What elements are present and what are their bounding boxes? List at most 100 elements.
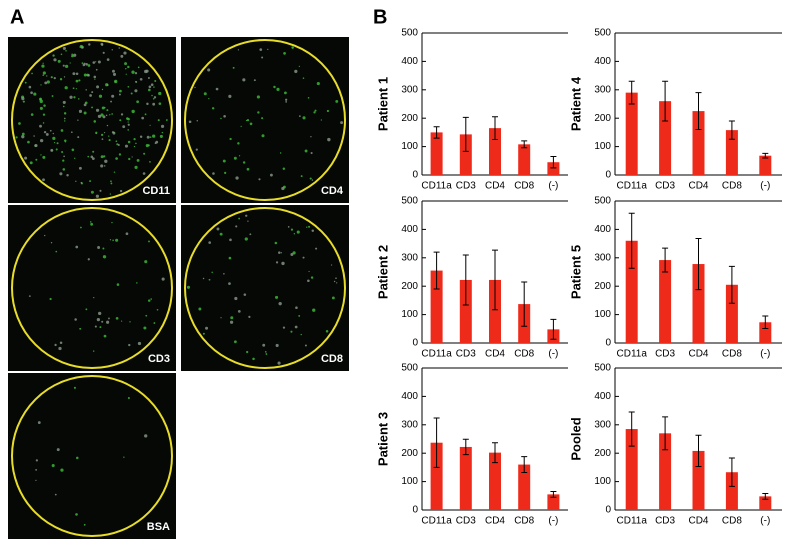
fluorescent-spot (335, 99, 339, 103)
y-tick-label: 200 (594, 448, 611, 459)
fluorescent-spot (257, 111, 260, 114)
fluorescent-spot (87, 155, 90, 158)
y-tick-label: 0 (412, 505, 418, 516)
fluorescent-spot (74, 318, 77, 321)
fluorescent-spot (160, 124, 165, 128)
fluorescent-spot (144, 69, 148, 74)
x-tick-label: CD8 (722, 349, 742, 360)
y-axis-label: Patient 1 (375, 77, 390, 131)
fluorescent-spot (35, 158, 38, 161)
fluorescent-spot (208, 278, 211, 281)
fluorescent-spot (103, 334, 107, 338)
fluorescent-spot (114, 79, 118, 84)
fluorescent-spot (93, 75, 97, 79)
x-tick-label: (-) (548, 349, 558, 360)
fluorescent-spot (109, 239, 112, 241)
error-bar (550, 491, 557, 498)
fluorescent-spot (202, 277, 205, 280)
fluorescent-spot (246, 167, 250, 171)
fluorescent-spot (148, 85, 152, 89)
fluorescent-spot (40, 84, 42, 86)
fluorescent-spot (73, 96, 76, 99)
fluorescent-spot (335, 277, 337, 279)
bar (430, 442, 443, 510)
fluorescent-spot (97, 114, 102, 118)
fluorescent-spot (127, 397, 130, 400)
y-tick-label: 200 (401, 113, 418, 124)
image-label: BSA (147, 521, 170, 533)
fluorescent-spot (51, 95, 54, 97)
fluorescent-spot (154, 79, 157, 82)
fluorescent-spot (96, 317, 101, 322)
fluorescent-spot (330, 264, 333, 266)
fluorescent-spot (15, 136, 18, 139)
fluorescent-spot (232, 66, 235, 69)
fluorescent-spot (34, 143, 38, 148)
bar (625, 92, 638, 175)
fluorescent-spot (223, 114, 226, 118)
fluorescent-spot (274, 241, 278, 245)
fluorescent-spot (44, 234, 46, 237)
fluorescent-spot (55, 250, 58, 253)
fluorescent-spot (285, 98, 288, 101)
fluorescent-spot (161, 277, 165, 281)
x-tick-label: (-) (760, 516, 770, 527)
fluorescent-spot (93, 120, 97, 123)
fluorescent-spot (69, 62, 71, 64)
fluorescent-spot (24, 81, 27, 84)
error-bar (662, 416, 669, 451)
fluorescent-spot (103, 132, 106, 134)
fluorescent-spot (228, 256, 232, 260)
fluorescent-spot (292, 251, 296, 255)
x-tick-label: CD11a (617, 516, 648, 527)
fluorescent-spot (115, 140, 118, 143)
fluorescent-spot (245, 214, 248, 217)
fluorescent-spot (249, 233, 252, 236)
fluorescent-spot (60, 53, 63, 56)
fluorescent-spot (228, 94, 232, 98)
fluorescent-spot (62, 100, 66, 104)
fluorescent-spot (78, 109, 83, 113)
fluorescent-spot (83, 523, 86, 526)
fluorescent-spot (215, 87, 219, 91)
fluorescent-spot (22, 100, 25, 103)
fluorescent-spot (290, 330, 293, 333)
fluorescent-spot (89, 94, 92, 97)
y-tick-label: 200 (594, 281, 611, 292)
fluorescent-spot (56, 448, 60, 452)
x-tick-label: CD8 (514, 181, 534, 192)
fluorescent-spot (87, 64, 91, 67)
error-bar (762, 315, 769, 330)
fluorescent-spot (111, 69, 115, 73)
fluorescent-spot (97, 311, 102, 316)
fluorescent-spot (234, 296, 238, 301)
x-tick-label: (-) (548, 181, 558, 192)
fluorescent-spot (279, 152, 282, 154)
fluorescent-spot (276, 87, 280, 91)
fluorescent-spot (269, 173, 273, 177)
fluorescent-spot (85, 308, 88, 311)
fluorescent-spot (202, 332, 205, 335)
fluorescent-spot (205, 326, 209, 330)
fluorescent-spot (145, 314, 148, 317)
fluorescent-spot (333, 280, 336, 283)
error-bar (462, 438, 469, 456)
y-tick-label: 500 (594, 28, 611, 39)
fluorescent-spot (280, 252, 283, 254)
fluorescent-spot (141, 116, 145, 120)
error-bar (550, 318, 557, 340)
fluorescent-spot (95, 194, 100, 198)
y-tick-label: 500 (401, 28, 418, 39)
fluorescent-spot (195, 148, 198, 151)
fluorescent-spot (21, 132, 25, 136)
fluorescent-spot (88, 43, 91, 46)
fluorescent-spot (228, 282, 231, 286)
bar (692, 111, 705, 175)
y-tick-label: 100 (401, 141, 418, 152)
fluorescent-spot (97, 246, 101, 249)
fluorescent-spot (79, 327, 82, 330)
fluorescent-spot (224, 171, 227, 175)
error-bar (492, 116, 498, 140)
fluorescent-spot (75, 79, 79, 83)
